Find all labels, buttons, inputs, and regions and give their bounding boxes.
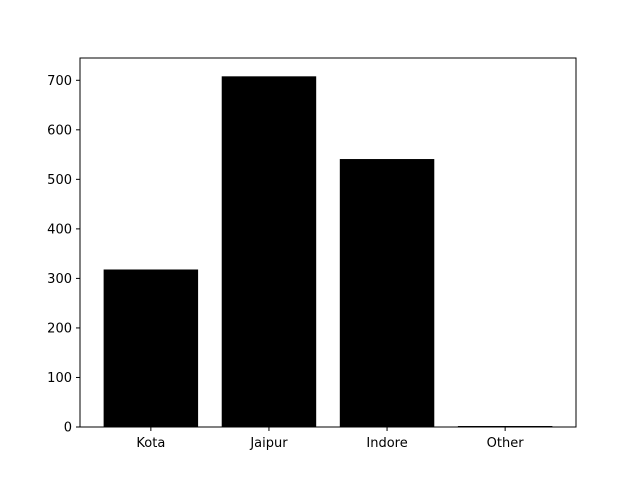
x-tick-label: Kota — [136, 436, 165, 451]
bar-kota — [103, 269, 199, 427]
y-tick-label: 0 — [64, 421, 72, 436]
bar-indore — [339, 159, 435, 427]
y-tick-label: 200 — [47, 321, 72, 336]
bar-jaipur — [221, 76, 317, 427]
y-tick-label: 700 — [47, 74, 72, 89]
y-tick-label: 600 — [47, 123, 72, 138]
x-axis-ticks: Kota Jaipur Indore Other — [136, 427, 524, 451]
plot-area-frame — [79, 57, 577, 428]
y-axis-ticks: 0 100 200 300 400 500 600 700 — [47, 74, 80, 436]
bar-group — [103, 76, 553, 427]
x-tick-label: Indore — [366, 436, 407, 451]
x-tick-label: Jaipur — [249, 436, 288, 451]
y-tick-label: 100 — [47, 371, 72, 386]
y-tick-label: 300 — [47, 272, 72, 287]
x-tick-label: Other — [487, 436, 525, 451]
y-tick-label: 500 — [47, 173, 72, 188]
y-tick-label: 400 — [47, 222, 72, 237]
